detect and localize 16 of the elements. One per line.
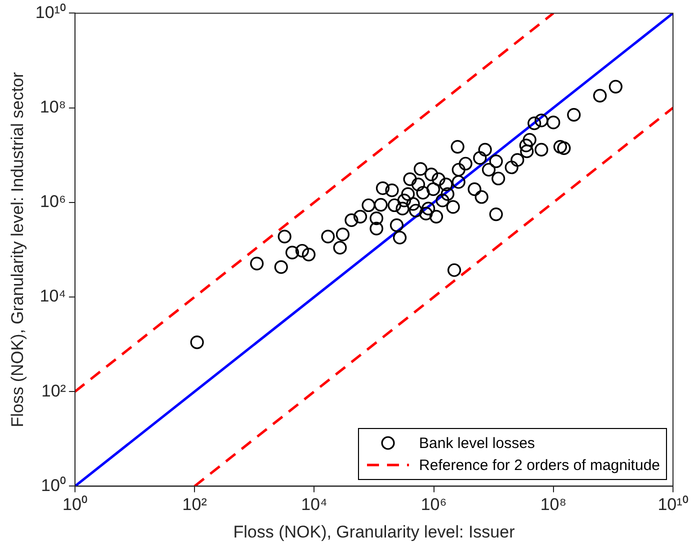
x-tick-label: 10⁶ [420, 495, 447, 514]
y-tick-label: 10⁸ [40, 97, 66, 116]
x-axis-title: Floss (NOK), Granularity level: Issuer [233, 522, 516, 542]
legend-label: Reference for 2 orders of magnitude [419, 456, 660, 474]
y-axis-title: Floss (NOK), Granularity level: Industrial sector [8, 72, 27, 428]
x-tick-label: 10² [182, 495, 208, 514]
y-tick-label: 10⁶ [40, 192, 66, 212]
y-tick-label: 10² [41, 381, 66, 400]
x-tick-label: 10⁸ [540, 495, 566, 514]
y-tick-label: 10⁰ [41, 476, 66, 495]
x-tick-label: 10⁴ [301, 495, 328, 514]
y-tick-label: 10⁴ [40, 286, 66, 306]
y-tick-label: 10¹⁰ [35, 2, 66, 22]
x-tick-label: 10⁰ [62, 495, 88, 514]
legend-label: Bank level losses [419, 434, 535, 452]
x-tick-label: 10¹⁰ [658, 495, 688, 514]
